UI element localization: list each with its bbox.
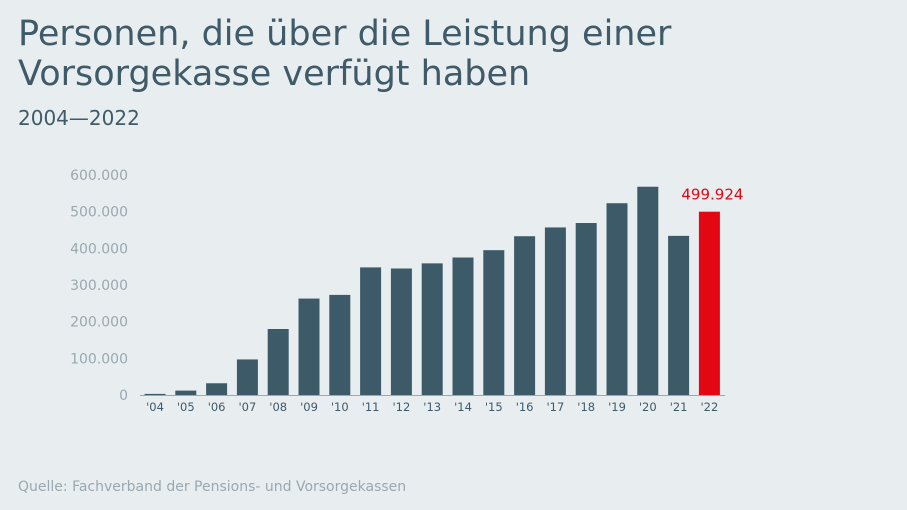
x-tick-label: '21: [670, 400, 688, 414]
bar-09: [298, 298, 320, 395]
y-tick-label: 400.000: [70, 241, 128, 257]
x-tick-label: '08: [269, 400, 287, 414]
bar-07: [236, 359, 258, 395]
bar-15: [483, 250, 505, 395]
bar-11: [360, 267, 382, 395]
x-tick-label: '18: [577, 400, 595, 414]
bar-17: [544, 227, 566, 395]
y-tick-label: 200.000: [70, 315, 128, 331]
source-note: Quelle: Fachverband der Pensions- und Vo…: [18, 479, 407, 495]
bar-10: [329, 294, 351, 395]
chart-subtitle: 2004—2022: [18, 106, 140, 130]
bar-18: [575, 223, 597, 395]
x-tick-label: '19: [608, 400, 626, 414]
bar-08: [267, 329, 289, 395]
bar-16: [514, 236, 536, 395]
bar-13: [421, 263, 443, 395]
bar-21: [668, 235, 690, 395]
y-tick-label: 100.000: [70, 351, 128, 367]
x-tick-label: '14: [454, 400, 472, 414]
bar-04: [144, 393, 166, 395]
x-tick-label: '10: [331, 400, 349, 414]
x-tick-label: '16: [516, 400, 534, 414]
x-tick-label: '04: [146, 400, 164, 414]
x-tick-label: '06: [208, 400, 226, 414]
bar-06: [206, 383, 228, 395]
x-tick-label: '07: [239, 400, 257, 414]
y-tick-label: 0: [119, 388, 128, 404]
data-label: 499.924: [681, 186, 743, 204]
x-tick-label: '13: [423, 400, 441, 414]
bar-19: [606, 203, 628, 395]
x-tick-label: '22: [701, 400, 719, 414]
x-tick-label: '12: [393, 400, 411, 414]
x-tick-label: '05: [177, 400, 195, 414]
bar-05: [175, 390, 197, 395]
bar-20: [637, 186, 659, 395]
y-tick-label: 500.000: [70, 205, 128, 221]
y-tick-label: 600.000: [70, 168, 128, 184]
y-tick-label: 300.000: [70, 278, 128, 294]
x-tick-label: '15: [485, 400, 503, 414]
x-tick-label: '09: [300, 400, 318, 414]
bar-12: [390, 268, 412, 395]
chart-title: Personen, die über die Leistung einer Vo…: [18, 14, 672, 94]
x-tick-label: '11: [362, 400, 380, 414]
x-tick-label: '17: [547, 400, 565, 414]
x-tick-label: '20: [639, 400, 657, 414]
bar-14: [452, 257, 474, 395]
bar-22: [698, 211, 720, 395]
